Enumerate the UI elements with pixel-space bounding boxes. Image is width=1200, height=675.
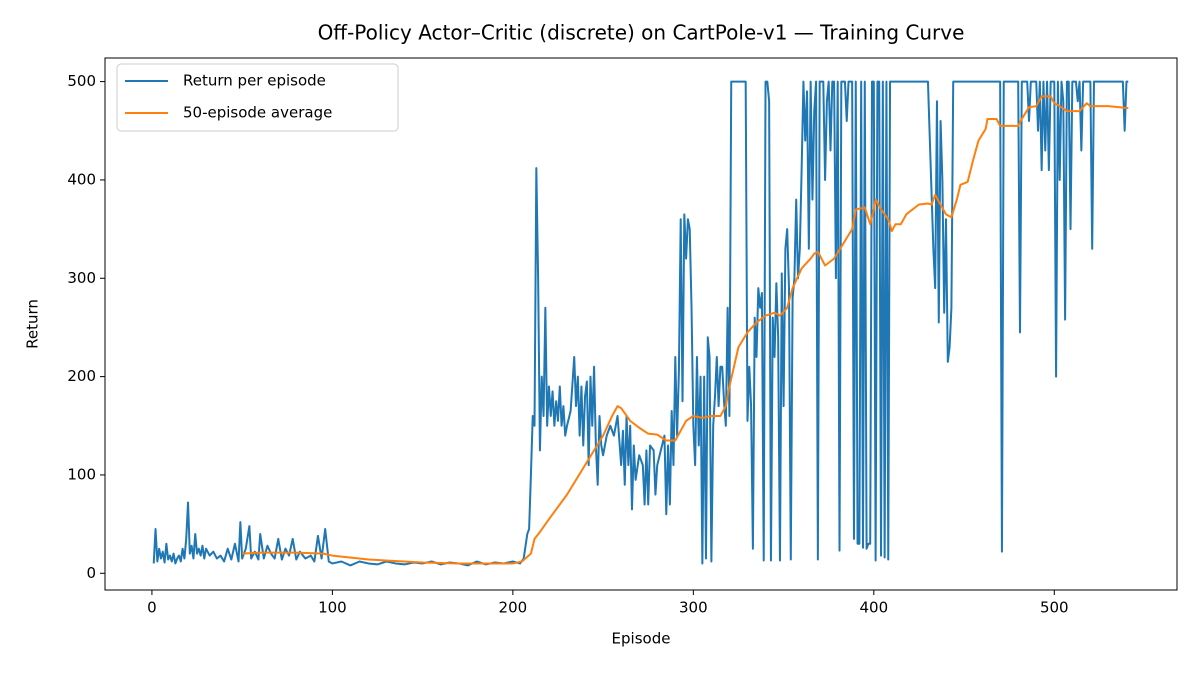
x-tick-label: 500 xyxy=(1040,599,1069,617)
y-tick-label: 400 xyxy=(67,170,96,188)
legend-label: Return per episode xyxy=(183,72,326,90)
y-tick-label: 0 xyxy=(86,564,96,582)
x-axis-label: Episode xyxy=(612,630,671,648)
x-tick-label: 200 xyxy=(499,599,528,617)
y-tick-label: 200 xyxy=(67,367,96,385)
plot-frame xyxy=(104,57,1178,591)
series-line xyxy=(152,80,1129,567)
chart-title: Off-Policy Actor–Critic (discrete) on Ca… xyxy=(318,21,965,45)
x-tick-label: 300 xyxy=(679,599,708,617)
series-line xyxy=(242,95,1129,565)
y-tick-label: 300 xyxy=(67,269,96,287)
legend-box xyxy=(116,63,399,132)
y-tick-label: 500 xyxy=(67,72,96,90)
y-tick-label: 100 xyxy=(67,465,96,483)
x-tick-label: 400 xyxy=(859,599,888,617)
y-axis-label: Return xyxy=(24,299,42,349)
legend-label: 50-episode average xyxy=(183,104,332,122)
x-tick-label: 0 xyxy=(147,599,157,617)
x-tick-label: 100 xyxy=(318,599,347,617)
